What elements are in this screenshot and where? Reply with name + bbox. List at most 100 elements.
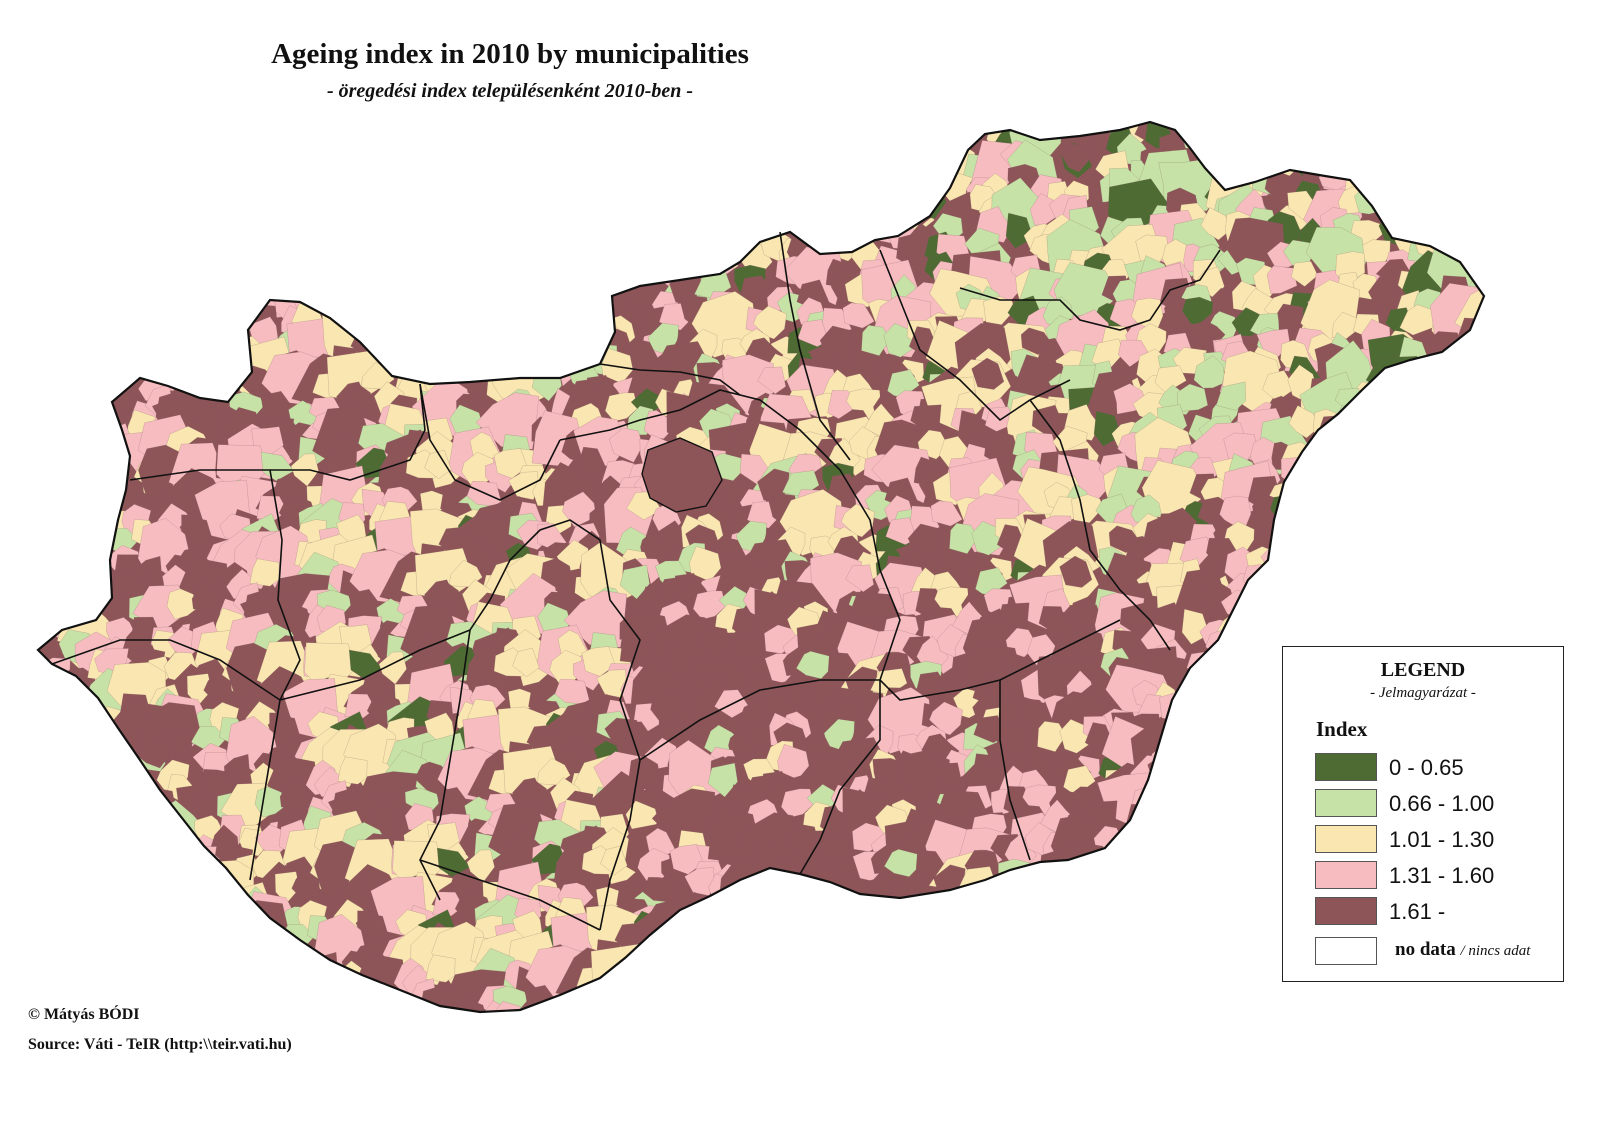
municipality-cell: [38, 275, 57, 309]
municipality-cell: [1344, 525, 1373, 554]
municipality-cell: [776, 179, 813, 215]
municipality-cell: [1091, 984, 1121, 1012]
municipality-cell: [1376, 489, 1407, 522]
municipality-cell: [200, 333, 229, 363]
municipality-cell: [91, 319, 126, 353]
municipality-cell: [1452, 1008, 1482, 1012]
municipality-cell: [1462, 1009, 1484, 1012]
municipality-cell: [38, 669, 46, 704]
municipality-cell: [748, 122, 781, 147]
budapest-area: [641, 437, 723, 513]
municipality-cell: [526, 125, 553, 156]
municipality-cell: [163, 211, 189, 243]
municipality-cell: [637, 122, 665, 154]
municipality-cell: [975, 997, 1005, 1012]
municipality-cell: [1031, 930, 1067, 964]
municipality-cell: [754, 926, 782, 963]
municipality-cell: [364, 1015, 387, 1045]
municipality-cell: [764, 194, 803, 223]
legend-row-class-1: 0 - 0.65: [1315, 753, 1555, 783]
municipality-cell: [828, 473, 857, 503]
municipality-cell: [716, 203, 752, 239]
municipality-cell: [1200, 827, 1234, 860]
municipality-cell: [181, 904, 213, 938]
municipality-cell: [1422, 603, 1454, 642]
municipality-cell: [42, 418, 72, 452]
municipality-cell: [1420, 139, 1452, 174]
municipality-cell: [598, 219, 628, 249]
municipality-cell: [97, 273, 133, 309]
municipality-cell: [255, 122, 288, 150]
municipality-cell: [1249, 921, 1282, 955]
municipality-cell: [520, 229, 555, 265]
county-border-line: [419, 629, 471, 901]
municipality-cell: [960, 956, 990, 985]
municipality-cell: [336, 251, 364, 281]
municipality-cell: [1483, 488, 1484, 522]
municipality-cell: [321, 191, 356, 225]
municipality-cell: [552, 994, 585, 1012]
municipality-cell: [48, 955, 79, 988]
municipality-cell: [1398, 391, 1432, 422]
municipality-cell: [1186, 953, 1219, 985]
municipality-cell: [1191, 664, 1217, 701]
municipality-cell: [1392, 193, 1422, 226]
municipality-cell: [1187, 320, 1226, 347]
municipality-cell: [1402, 540, 1434, 572]
municipality-cell: [1220, 122, 1252, 124]
county-border-line: [599, 363, 741, 396]
municipality-cell: [95, 145, 124, 178]
municipality-cell: [958, 410, 990, 442]
municipality-cell: [1206, 537, 1238, 566]
municipality-cell: [38, 691, 60, 718]
municipality-cell: [38, 943, 53, 972]
legend-row-class-4: 1.31 - 1.60: [1315, 861, 1555, 891]
municipality-cell: [866, 909, 900, 942]
municipality-cell: [139, 277, 197, 335]
municipality-cell: [1172, 920, 1202, 953]
municipality-cell: [934, 972, 967, 1004]
county-border-line: [279, 519, 611, 701]
municipality-cell: [1449, 516, 1479, 552]
municipality-cell: [110, 298, 142, 326]
municipality-cell: [1442, 607, 1478, 642]
municipality-cell: [287, 967, 322, 999]
municipality-cell: [67, 928, 103, 956]
municipality-cell: [1285, 122, 1315, 137]
municipality-cell: [50, 816, 84, 849]
municipality-cell: [1472, 447, 1484, 476]
municipality-cell: [425, 954, 456, 983]
municipality-cell: [224, 122, 254, 135]
municipality-cell: [134, 876, 161, 905]
legend-label-class-2: 0.66 - 1.00: [1389, 791, 1495, 816]
municipality-cell: [821, 158, 854, 187]
municipality-cell: [73, 843, 135, 896]
municipality-cell: [1428, 366, 1456, 395]
municipality-cell: [565, 1009, 601, 1012]
municipality-cell: [245, 922, 276, 955]
municipality-cell: [1089, 852, 1120, 882]
municipality-cell: [235, 157, 267, 185]
municipality-cell: [610, 122, 639, 153]
municipality-cell: [424, 449, 452, 479]
municipality-cell: [1454, 391, 1484, 421]
municipality-cell: [38, 212, 59, 245]
municipality-cell: [1078, 986, 1109, 1012]
municipality-cell: [604, 392, 638, 422]
municipality-cell: [573, 122, 607, 136]
municipality-cell: [1496, 366, 1525, 396]
municipality-cell: [6, 509, 37, 542]
municipality-cell: [474, 293, 509, 330]
municipality-cell: [1385, 415, 1419, 454]
municipality-cell: [983, 296, 1016, 326]
municipality-cell: [274, 871, 300, 905]
municipality-cell: [249, 558, 280, 587]
municipality-cell: [1051, 921, 1086, 948]
municipality-cell: [281, 164, 316, 200]
municipality-cell: [498, 154, 530, 188]
legend-swatch-class-1: [1315, 753, 1377, 781]
municipality-cell: [1096, 952, 1120, 982]
municipality-cell: [1397, 575, 1428, 601]
municipality-cell: [555, 236, 589, 267]
legend-swatch-no-data: [1315, 937, 1377, 965]
